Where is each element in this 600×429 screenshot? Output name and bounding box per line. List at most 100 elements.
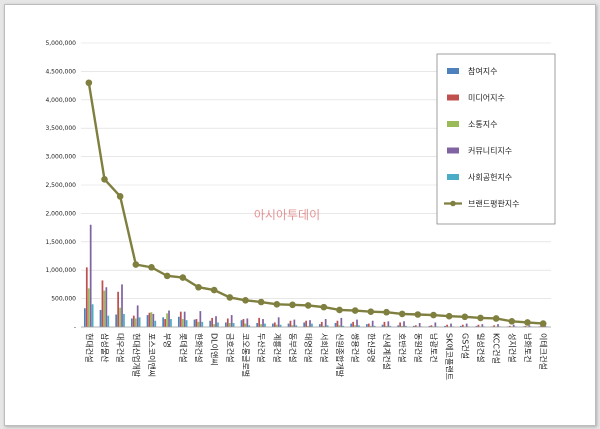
bar [132,315,135,327]
legend-label: 소통지수 [468,120,497,129]
bar [326,325,329,327]
bar [87,288,90,327]
bar [248,325,251,327]
bar [403,321,405,327]
x-axis-category-labels: 현대건설 삼성물산 대우건설 현대산업개발 포스코이앤씨 부영 롯데건설 한화건설 DL이앤씨 금… [84,333,548,380]
line-point [539,320,547,327]
bar [367,323,370,327]
bar [465,323,468,327]
bar [150,312,153,327]
bar [295,325,298,327]
bar [524,325,527,327]
bar [209,320,212,327]
bar [105,287,108,327]
bar [399,322,401,327]
line-point [163,272,171,280]
line-point [226,294,234,301]
bar [450,323,452,327]
bar [446,324,448,327]
legend-label: 사회공헌지수 [468,173,512,182]
x-category-label: 한신공영 [366,333,376,362]
x-category-label: 이테크건설 [539,333,549,370]
bar [136,305,139,327]
bar [117,291,119,327]
line-point [210,286,218,294]
line-point [116,193,124,200]
bar [512,324,515,327]
bar [459,325,462,327]
bar [260,324,262,327]
line-point [289,301,296,309]
legend-swatch [447,94,459,101]
bar [412,325,415,327]
x-category-label: 태영건설 [304,333,314,362]
y-tick-label: 4,500,000 [45,68,76,75]
bar [154,320,157,327]
bar [256,323,259,327]
watermark: 아시아투데이 [254,208,320,222]
bar [350,323,353,327]
y-tick-label: 2,500,000 [45,182,76,189]
x-category-label: KCC건설 [492,333,502,364]
y-tick-label: 2,000,000 [45,210,76,217]
x-category-label: 동부건설 [288,333,298,362]
bar [336,320,339,327]
bar [170,319,172,327]
bar [201,321,204,327]
line-point [524,319,531,326]
x-category-label: SK에코플랜트 [445,333,455,380]
line-point [398,310,406,318]
bar [358,325,360,327]
x-category-label: 호반건설 [398,333,408,362]
line-point [85,79,93,87]
line-point [304,302,312,309]
legend-swatch [447,174,459,180]
x-category-label: GS건설 [460,333,470,359]
x-category-label: 롯데건설 [178,333,188,362]
bar [401,325,403,327]
bar [387,321,390,327]
bar [273,322,276,327]
x-category-label: 계룡건설 [272,333,282,362]
bar [264,323,266,327]
x-category-label: 현대산업개발 [131,333,141,378]
bar [444,325,447,327]
x-category-label: DL이앤씨 [210,333,220,366]
y-tick-label: 500,000 [51,296,76,303]
x-category-label: 일성건설 [476,333,486,362]
y-tick-label: 3,500,000 [45,125,76,132]
bar [279,324,282,327]
bar [230,315,233,327]
bar [475,325,478,327]
y-axis-ticks: - 500,000 1,000,000 1,500,000 2,000,000 2,500… [45,40,76,331]
bar [414,325,417,327]
bar [369,325,372,327]
bar [121,284,123,327]
bar [373,325,376,327]
bar [365,324,368,327]
bar [381,324,384,327]
x-category-label: 신원종합개발 [335,333,345,378]
bar [213,324,215,327]
bar [397,325,400,327]
legend-swatch [447,121,459,127]
line-point [414,311,422,318]
bar [228,323,231,327]
legend-marker [450,200,456,207]
bar [101,280,104,327]
bar [148,312,151,327]
bar [430,325,433,327]
bar [291,325,294,327]
bar [177,316,180,327]
bar [305,320,307,327]
bar [91,304,94,327]
bar [371,320,374,327]
bar [162,317,165,327]
bar [434,322,437,327]
bar [389,325,392,327]
bar [271,323,274,327]
legend-label: 브랜드평판지수 [468,199,520,209]
x-category-label: 삼성물산 [100,333,110,363]
bar [185,320,188,327]
bar [134,318,137,327]
